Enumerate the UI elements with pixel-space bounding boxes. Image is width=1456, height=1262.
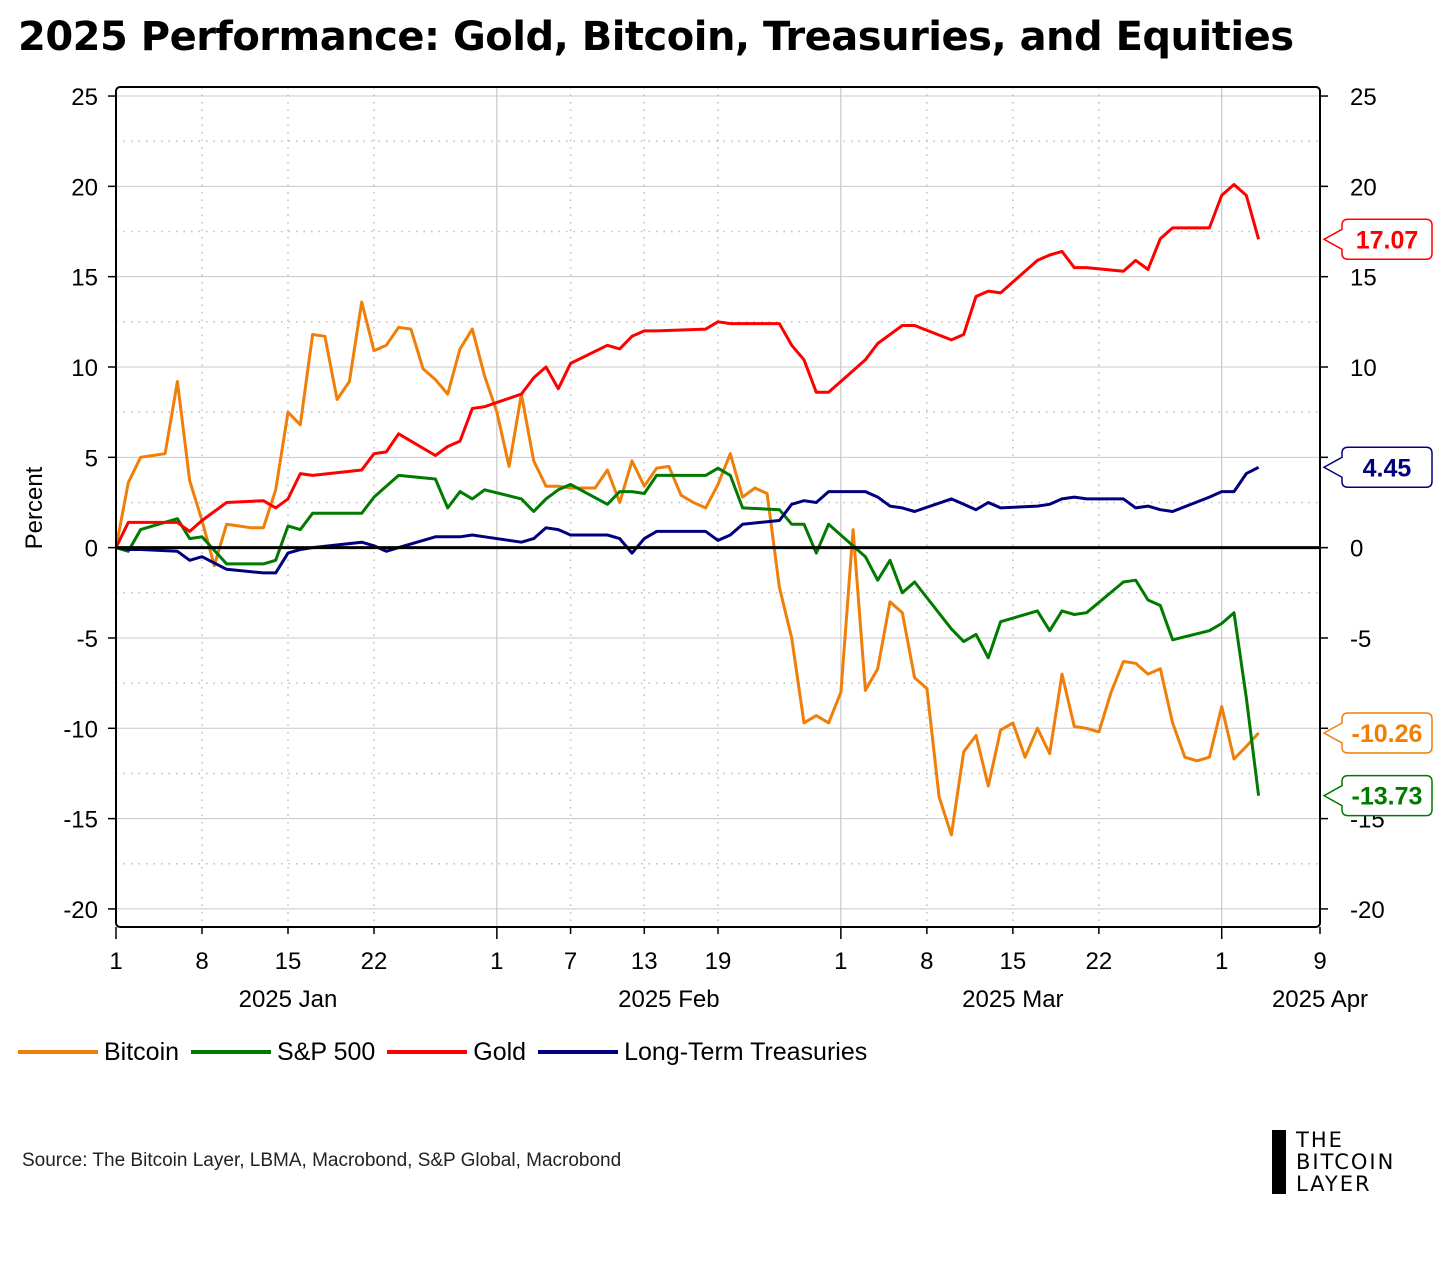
source-note: Source: The Bitcoin Layer, LBMA, Macrobo… (22, 1150, 622, 1171)
end-label-layer: -10.26 -13.73 17.07 4.45 (1322, 218, 1433, 817)
legend-label-gold: Gold (473, 1037, 527, 1066)
axis-layer: -20-20-15-15-10-10-5-5005510101515202025… (63, 84, 1384, 1013)
x-tick-label: 13 (631, 948, 658, 975)
y-tick-label-left: 0 (85, 536, 98, 563)
logo-line-2: BITCOIN (1296, 1150, 1396, 1174)
logo-line-3: LAYER (1296, 1172, 1372, 1196)
x-month-label: 2025 Mar (962, 986, 1063, 1013)
legend-label-bitcoin: Bitcoin (104, 1037, 180, 1066)
x-tick-label: 19 (705, 948, 732, 975)
end-label-treasuries: 4.45 (1363, 454, 1412, 482)
x-tick-label: 1 (490, 948, 503, 975)
x-tick-label: 22 (1086, 948, 1113, 975)
x-tick-label: 15 (275, 948, 302, 975)
series-layer (114, 183, 1320, 837)
x-tick-label: 7 (564, 948, 577, 975)
chart-canvas: -20-20-15-15-10-10-5-5005510101515202025… (21, 84, 1433, 1013)
plot-frame (115, 86, 1321, 928)
y-tick-label-left: -10 (63, 716, 98, 743)
end-label-gold: 17.07 (1356, 226, 1419, 254)
y-tick-label-left: 25 (71, 84, 98, 111)
end-label-bitcoin: -10.26 (1352, 720, 1423, 748)
legend-swatch-sp500 (191, 1050, 272, 1054)
y-tick-label-right: 20 (1350, 174, 1377, 201)
y-tick-label-right: 15 (1350, 265, 1377, 292)
x-tick-label: 1 (1215, 948, 1228, 975)
y-tick-label-left: -20 (63, 897, 98, 924)
legend-item-gold: Gold (387, 1038, 526, 1067)
y-tick-label-right: 10 (1350, 355, 1377, 382)
bitcoin-layer-logo: THE BITCOIN LAYER (1272, 1130, 1442, 1196)
x-tick-label: 9 (1313, 948, 1326, 975)
series-line-gold (114, 183, 1261, 549)
legend-item-bitcoin: Bitcoin (18, 1038, 179, 1067)
y-axis-label: Percent (21, 466, 48, 549)
y-tick-label-left: -5 (77, 626, 98, 653)
x-tick-label: 8 (920, 948, 933, 975)
x-tick-label: 15 (1000, 948, 1027, 975)
x-month-label: 2025 Jan (239, 986, 338, 1013)
legend-swatch-gold (387, 1050, 468, 1054)
end-label-sp500: -13.73 (1352, 783, 1423, 811)
x-tick-label: 22 (361, 948, 388, 975)
y-tick-label-left: 20 (71, 174, 98, 201)
y-tick-label-right: -20 (1350, 897, 1385, 924)
y-tick-label-left: -15 (63, 807, 98, 834)
logo-bar (1272, 1130, 1286, 1194)
logo-line-1: THE (1296, 1128, 1344, 1152)
series-line-treasuries (115, 465, 1260, 575)
y-tick-label-right: 25 (1350, 84, 1377, 111)
y-tick-label-right: -5 (1350, 626, 1371, 653)
legend-item-sp500: S&P 500 (191, 1038, 375, 1067)
legend: Bitcoin S&P 500 Gold Long-Term Treasurie… (18, 1034, 879, 1070)
y-tick-label-left: 15 (71, 265, 98, 292)
series-line-sp500 (115, 466, 1261, 796)
x-tick-label: 8 (195, 948, 208, 975)
end-label-box-gold (1322, 218, 1433, 261)
y-tick-label-left: 10 (71, 355, 98, 382)
x-tick-label: 1 (834, 948, 847, 975)
end-label-box-sp500 (1322, 774, 1433, 817)
legend-label-treasuries: Long-Term Treasuries (624, 1037, 868, 1066)
legend-swatch-treasuries (538, 1050, 619, 1054)
y-tick-label-right: 0 (1350, 536, 1363, 563)
series-line-bitcoin (114, 300, 1260, 837)
legend-item-treasuries: Long-Term Treasuries (538, 1038, 867, 1067)
x-month-label: 2025 Feb (618, 986, 719, 1013)
x-month-label: 2025 Apr (1272, 986, 1368, 1013)
y-tick-label-left: 5 (85, 445, 98, 472)
legend-swatch-bitcoin (18, 1050, 98, 1054)
legend-label-sp500: S&P 500 (277, 1037, 376, 1066)
end-label-box-treasuries (1322, 446, 1433, 489)
chart-title: 2025 Performance: Gold, Bitcoin, Treasur… (18, 14, 1294, 60)
x-tick-label: 1 (109, 948, 122, 975)
end-label-box-bitcoin (1322, 712, 1433, 754)
